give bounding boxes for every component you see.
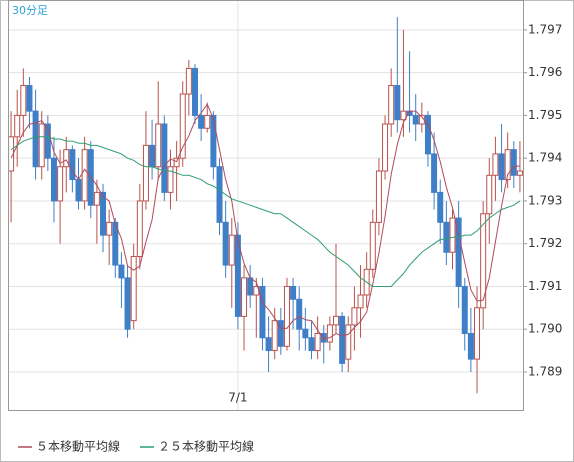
candle-body xyxy=(400,110,407,121)
candle-body xyxy=(234,234,241,317)
candle-body xyxy=(191,67,198,116)
candle-body xyxy=(474,307,481,360)
candle-body xyxy=(241,277,248,317)
candle-body xyxy=(210,114,217,168)
legend: ５本移動平均線 ２５本移動平均線 xyxy=(18,439,254,454)
x-tick-label: 7/1 xyxy=(228,391,247,405)
candle-body xyxy=(50,157,57,202)
y-tick-label: 1.793 xyxy=(528,193,562,207)
candle-body xyxy=(167,166,174,193)
legend-label: ５本移動平均線 xyxy=(36,439,120,454)
ma-line xyxy=(10,136,521,287)
chart-title: 30分足 xyxy=(12,4,48,17)
candle-body xyxy=(296,298,303,330)
candle-body xyxy=(173,157,180,168)
ma-line xyxy=(10,103,520,340)
candle-body xyxy=(93,191,100,206)
y-tick-label: 1.791 xyxy=(528,279,562,293)
candle-body xyxy=(161,123,168,193)
candle-body xyxy=(314,332,321,352)
y-tick-label: 1.797 xyxy=(528,22,562,36)
candle-body xyxy=(57,166,64,202)
candle-body xyxy=(357,294,364,309)
candle-body xyxy=(100,191,107,236)
candle-body xyxy=(345,324,352,360)
candle-body xyxy=(375,170,382,223)
candle-body xyxy=(271,320,278,352)
candle-body xyxy=(480,213,487,309)
candle-body xyxy=(124,277,131,330)
candle-body xyxy=(20,85,27,116)
y-tick-label: 1.794 xyxy=(528,151,562,165)
candle-body xyxy=(467,332,474,360)
candle-body xyxy=(290,285,297,300)
candle-body xyxy=(382,123,389,172)
candle-body xyxy=(302,328,309,339)
candle-body xyxy=(388,85,395,125)
candle-body xyxy=(63,149,70,168)
candle-body xyxy=(326,324,333,343)
candle-body xyxy=(142,144,149,202)
candle-body xyxy=(443,221,450,253)
candle-body xyxy=(198,114,205,129)
candle-body xyxy=(265,337,272,352)
candle-body xyxy=(351,307,358,326)
candle-body xyxy=(498,153,505,181)
y-tick-label: 1.790 xyxy=(528,322,562,336)
candle-body xyxy=(75,179,82,202)
candle-body xyxy=(455,217,462,287)
candle-body xyxy=(431,153,438,193)
candle-body xyxy=(333,315,340,326)
candle-body xyxy=(136,200,143,258)
candle-body xyxy=(222,221,229,266)
candle-body xyxy=(339,315,346,364)
y-tick-label: 1.789 xyxy=(528,364,562,378)
candle-body xyxy=(510,149,517,176)
y-tick-label: 1.792 xyxy=(528,236,562,250)
candle-body xyxy=(179,93,186,159)
legend-label: ２５本移動平均線 xyxy=(158,439,254,454)
y-tick-label: 1.795 xyxy=(528,108,562,122)
plot xyxy=(8,17,523,394)
candle-body xyxy=(486,174,493,215)
candle-body xyxy=(516,170,523,176)
candle-body xyxy=(185,67,192,95)
y-tick-label: 1.796 xyxy=(528,65,562,79)
candle-body xyxy=(283,285,290,347)
candle-body xyxy=(26,85,33,112)
candle-body xyxy=(492,153,499,176)
candle-body xyxy=(14,114,21,138)
candle-body xyxy=(38,123,45,168)
candle-body xyxy=(118,264,125,279)
candle-body xyxy=(204,114,211,129)
plot-border xyxy=(8,0,524,411)
candle-body xyxy=(504,149,511,181)
candle-body xyxy=(424,114,431,155)
candle-body xyxy=(449,217,456,253)
grid: 1.789 1.790 1.791 1.792 1.793 1.794 1.795 1.796… xyxy=(8,0,562,410)
candle-body xyxy=(106,221,113,236)
candle-body xyxy=(130,256,137,322)
candle-body xyxy=(81,149,88,202)
candle-body xyxy=(247,277,254,296)
candle-body xyxy=(308,337,315,352)
candle-body xyxy=(149,144,156,168)
candle-body xyxy=(32,110,39,168)
candle-body xyxy=(394,85,401,121)
candle-body xyxy=(369,221,376,270)
candle-body xyxy=(216,166,223,223)
candle-body xyxy=(228,234,235,266)
candle-body xyxy=(412,114,419,125)
candle-body xyxy=(155,123,162,168)
candle-body xyxy=(259,285,266,339)
candle-body xyxy=(44,123,51,159)
candle-body xyxy=(69,149,76,181)
candle-body xyxy=(437,191,444,223)
candle-body xyxy=(277,320,284,347)
candle-body xyxy=(461,285,468,334)
